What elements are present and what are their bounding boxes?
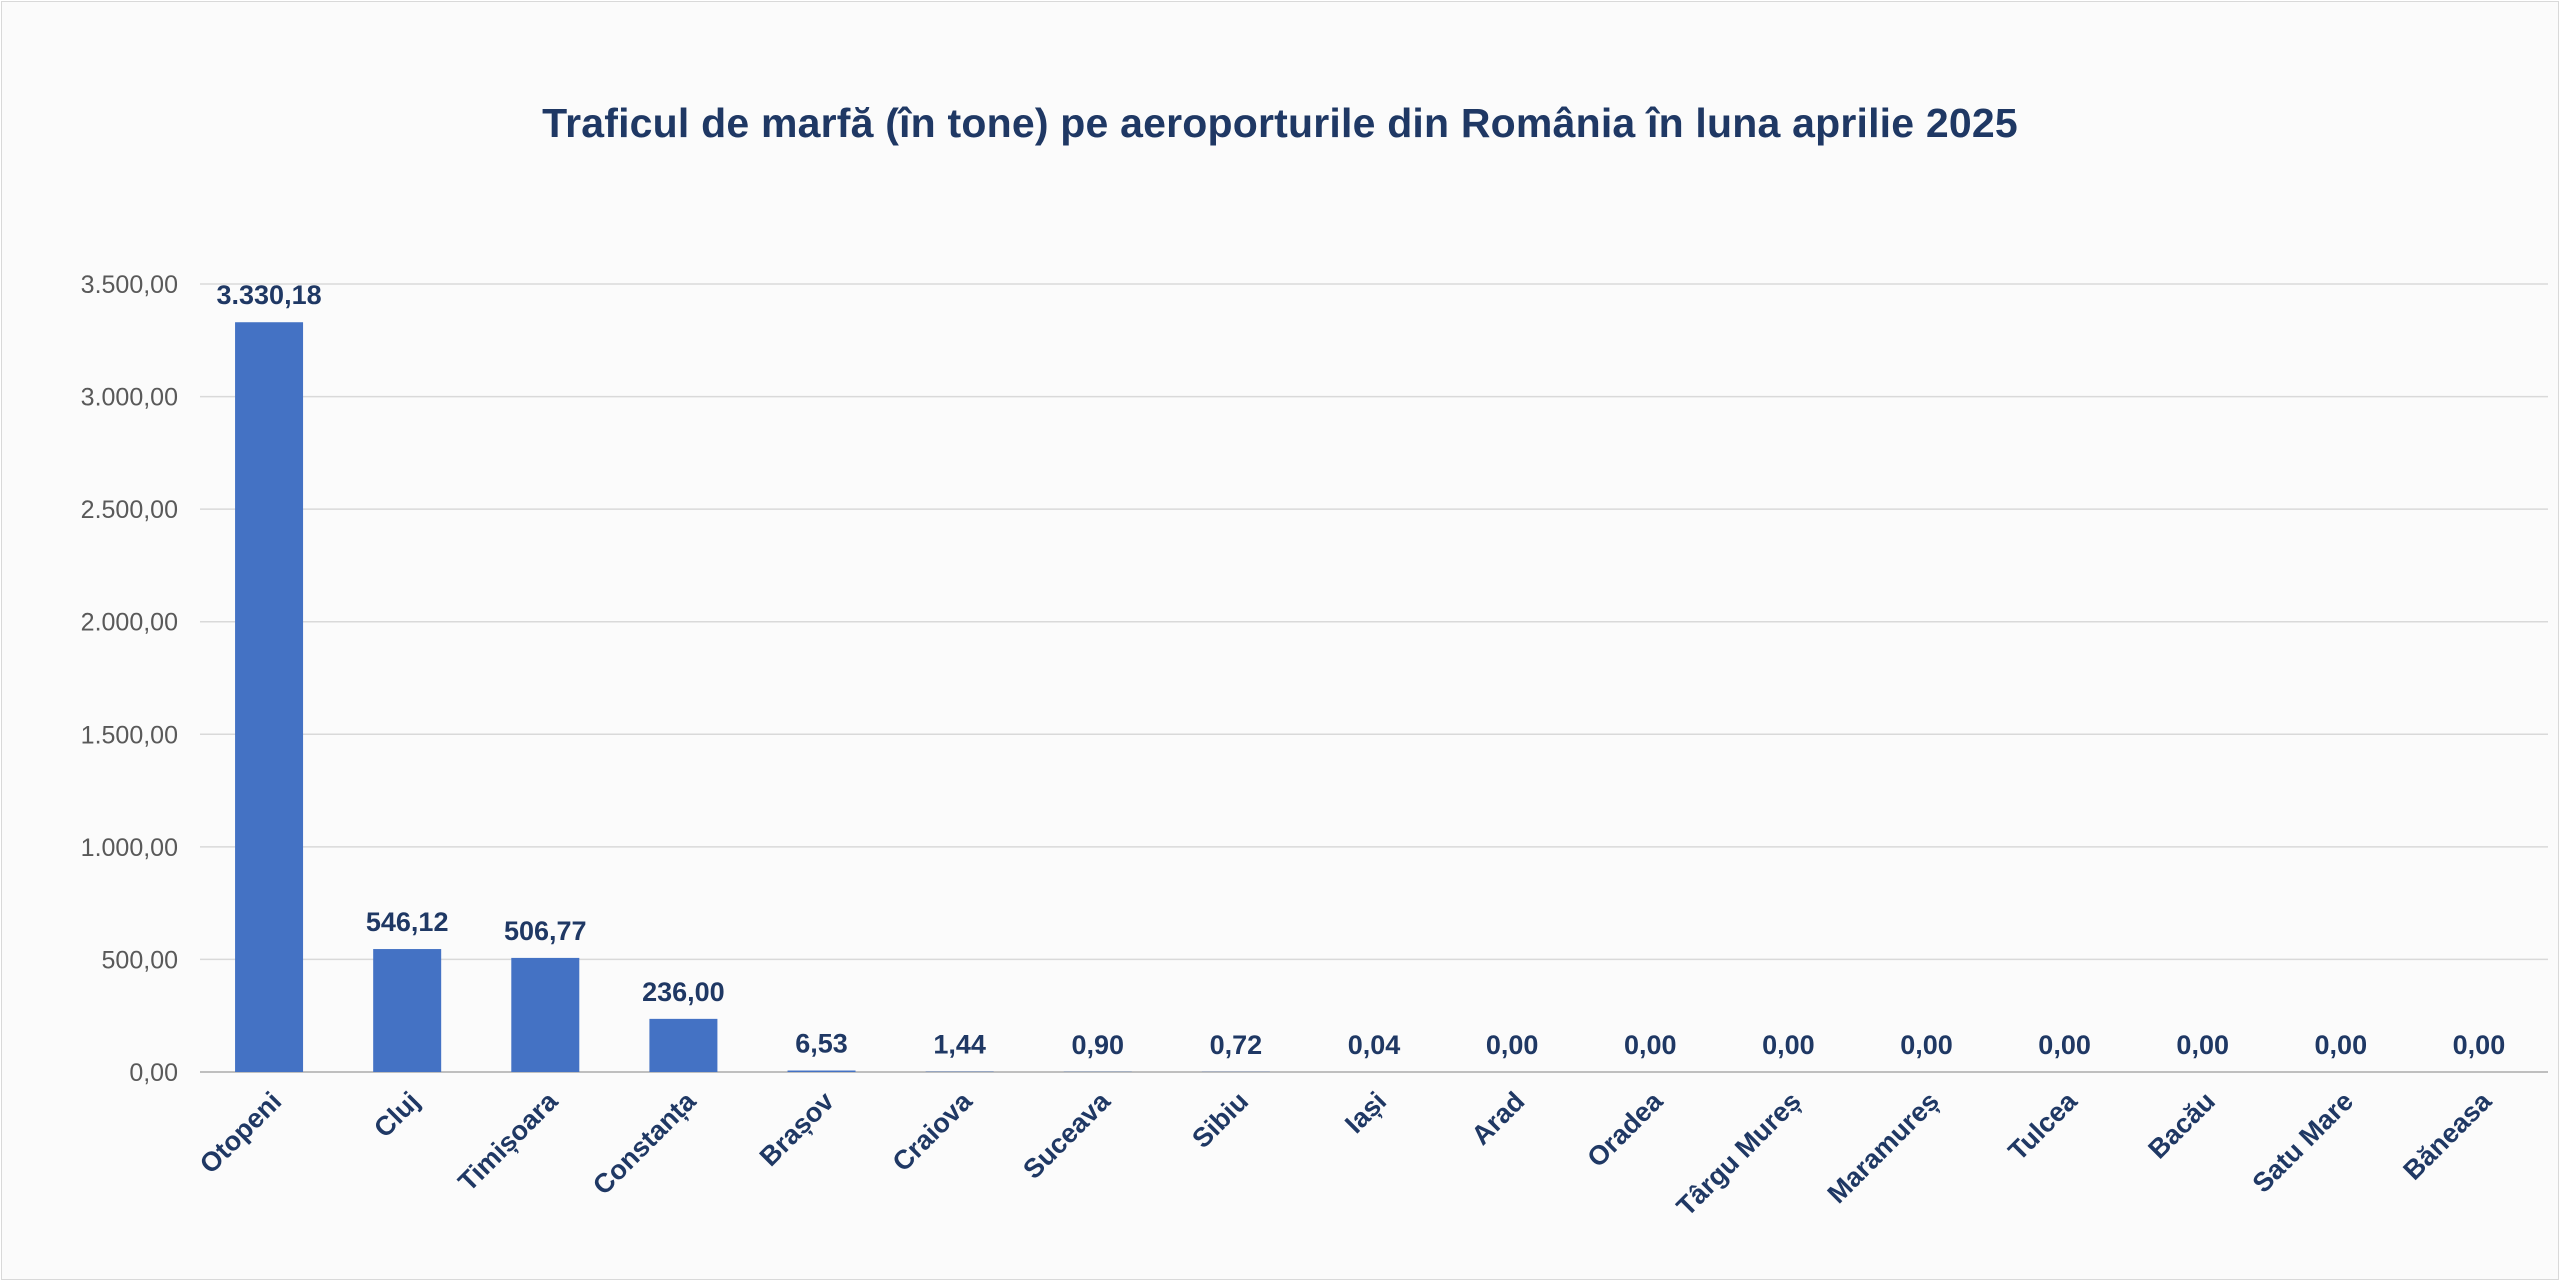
data-label: 3.330,18 [217, 280, 322, 310]
y-tick-label: 500,00 [102, 946, 178, 974]
data-label: 546,12 [366, 907, 449, 937]
chart-title: Traficul de marfă (în tone) pe aeroportu… [542, 100, 2018, 146]
bar [649, 1018, 718, 1072]
x-tick-label: Craiova [887, 1085, 979, 1177]
y-tick-label: 2.500,00 [81, 496, 178, 524]
x-tick-label: Timișoara [452, 1085, 564, 1197]
data-label: 0,00 [1900, 1030, 1953, 1060]
data-label: 0,00 [1762, 1030, 1815, 1060]
data-label: 0,04 [1348, 1030, 1401, 1060]
x-tick-label: Maramureș [1822, 1086, 1945, 1209]
x-tick-label: Bacău [2142, 1086, 2221, 1165]
data-label: 0,00 [2176, 1030, 2229, 1060]
x-tick-label: Iași [1339, 1086, 1392, 1139]
data-label: 0,00 [1486, 1030, 1539, 1060]
x-tick-label: Satu Mare [2247, 1086, 2359, 1198]
x-tick-label: Sibiu [1186, 1086, 1254, 1154]
x-tick-label: Arad [1466, 1086, 1531, 1151]
x-tick-label: Suceava [1017, 1085, 1116, 1184]
bar [235, 322, 304, 1072]
y-tick-label: 1.500,00 [81, 721, 178, 749]
x-tick-label: Oradea [1581, 1085, 1669, 1173]
x-tick-label: Târgu Mureș [1671, 1086, 1807, 1222]
data-label: 0,72 [1210, 1030, 1263, 1060]
data-label: 0,00 [2453, 1030, 2506, 1060]
data-label: 6,53 [795, 1029, 848, 1059]
x-tick-label: Otopeni [194, 1086, 287, 1179]
y-tick-label: 3.000,00 [81, 384, 178, 412]
x-tick-label: Băneasa [2397, 1085, 2497, 1185]
x-tick-label: Tulcea [2003, 1085, 2084, 1166]
x-tick-label: Cluj [368, 1086, 425, 1143]
y-tick-label: 2.000,00 [81, 609, 178, 637]
bar [511, 957, 580, 1072]
x-tick-label: Constanța [587, 1085, 702, 1200]
y-tick-label: 0,00 [129, 1059, 178, 1087]
y-tick-label: 3.500,00 [81, 271, 178, 299]
data-label: 0,00 [2038, 1030, 2091, 1060]
data-label: 506,77 [504, 916, 587, 946]
bar [787, 1070, 856, 1072]
data-label: 1,44 [933, 1030, 986, 1060]
data-label: 0,00 [1624, 1030, 1677, 1060]
data-label: 0,90 [1071, 1030, 1124, 1060]
data-label: 236,00 [642, 977, 725, 1007]
y-tick-label: 1.000,00 [81, 834, 178, 862]
data-label: 0,00 [2315, 1030, 2368, 1060]
x-tick-label: Brașov [754, 1086, 840, 1172]
bar [373, 949, 442, 1072]
